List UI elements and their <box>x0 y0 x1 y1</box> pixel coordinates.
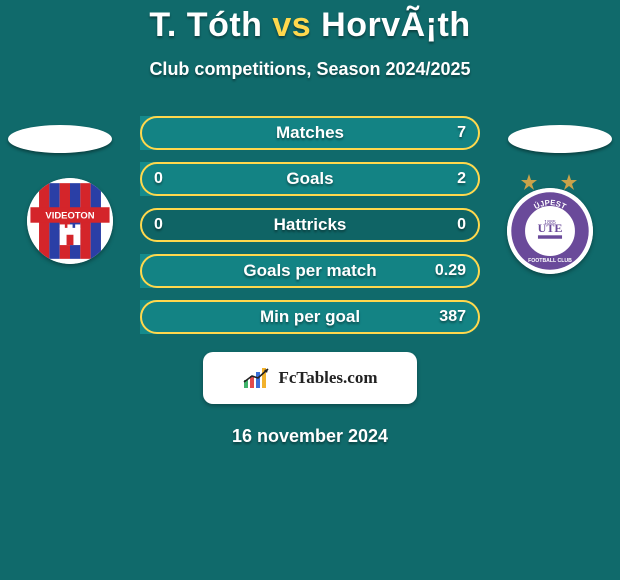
stat-row: Goals0 2 <box>140 162 480 196</box>
stat-row: Hattricks0 0 <box>140 208 480 242</box>
stat-label: Matches <box>140 116 480 150</box>
ujpest-crest-svg: ÚJPEST FOOTBALL CLUB UTE 1885 <box>507 188 593 274</box>
stat-value-left: 0 <box>154 208 163 242</box>
stat-label: Min per goal <box>140 300 480 334</box>
flag-right-oval <box>508 125 612 153</box>
page-title: T. Tóth vs HorvÃ¡th <box>0 6 620 45</box>
stat-value-right: 7 <box>457 116 466 150</box>
stat-label: Hattricks <box>140 208 480 242</box>
ujpest-crest: ÚJPEST FOOTBALL CLUB UTE 1885 <box>507 188 593 274</box>
stat-row: Matches7 <box>140 116 480 150</box>
comparison-card: T. Tóth vs HorvÃ¡th Club competitions, S… <box>0 0 620 580</box>
stat-value-right: 387 <box>439 300 466 334</box>
flag-left-oval <box>8 125 112 153</box>
stat-value-left: 0 <box>154 162 163 196</box>
stat-value-right: 0 <box>457 208 466 242</box>
svg-text:1885: 1885 <box>544 220 556 226</box>
subtitle: Club competitions, Season 2024/2025 <box>0 59 620 80</box>
player2-name: HorvÃ¡th <box>321 6 470 44</box>
stat-row: Goals per match0.29 <box>140 254 480 288</box>
stat-value-right: 2 <box>457 162 466 196</box>
date-line: 16 november 2024 <box>0 426 620 447</box>
stat-label: Goals per match <box>140 254 480 288</box>
vs-text: vs <box>262 6 321 44</box>
stats-container: Matches7Goals02Hattricks00Goals per matc… <box>140 116 480 334</box>
videoton-crest: VIDEOTON <box>27 178 113 264</box>
ujpest-text-bottom: FOOTBALL CLUB <box>528 258 572 264</box>
player1-name: T. Tóth <box>149 6 262 44</box>
brand-text: FcTables.com <box>278 368 377 388</box>
stat-row: Min per goal387 <box>140 300 480 334</box>
videoton-band-text: VIDEOTON <box>45 210 94 221</box>
stat-value-right: 0.29 <box>435 254 466 288</box>
stat-label: Goals <box>140 162 480 196</box>
ujpest-stars <box>514 172 584 190</box>
fctables-logo-icon <box>242 366 272 390</box>
brand-box: FcTables.com <box>203 352 417 404</box>
videoton-crest-svg: VIDEOTON <box>27 178 113 264</box>
